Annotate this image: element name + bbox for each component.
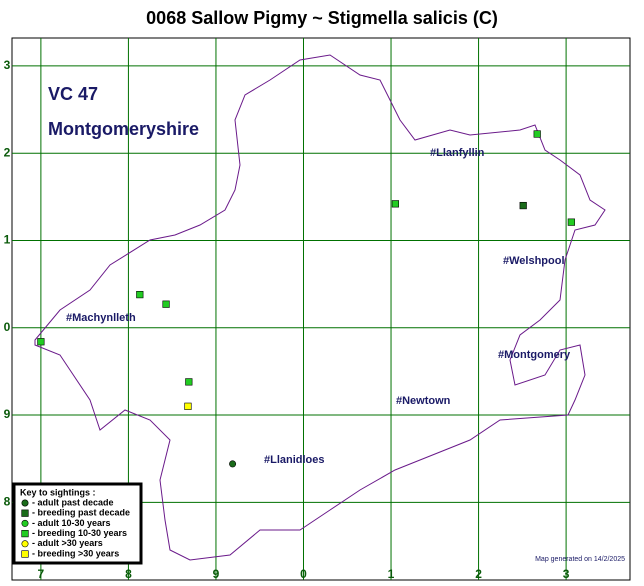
y-tick-label: 2 — [4, 145, 11, 159]
x-tick-label: 3 — [563, 567, 570, 581]
sighting-square — [533, 130, 541, 138]
key-label: - adult past decade — [32, 497, 114, 507]
key-symbol — [21, 509, 29, 517]
y-tick-label: 9 — [4, 407, 11, 421]
x-tick-label: 7 — [38, 567, 45, 581]
x-tick-label: 2 — [475, 567, 482, 581]
x-tick-label: 8 — [125, 567, 132, 581]
key-label: - breeding past decade — [32, 508, 130, 518]
key-symbol — [21, 519, 29, 527]
town-label: #Welshpool — [503, 255, 565, 267]
y-tick-label: 3 — [4, 58, 11, 72]
key-title: Key to sightings : — [20, 487, 96, 497]
key-label: - breeding 10-30 years — [32, 528, 127, 538]
sighting-square — [136, 290, 144, 299]
key-label: - adult 10-30 years — [32, 518, 111, 528]
y-tick-label: 0 — [4, 320, 11, 334]
x-tick-label: 9 — [213, 567, 220, 581]
town-label: #Machynlleth — [66, 312, 136, 324]
region-name: Montgomeryshire — [48, 119, 199, 139]
sighting-square — [37, 338, 45, 346]
footer: Map generated on 14/2/2025 — [535, 556, 625, 563]
sighting-square — [184, 402, 192, 410]
town-label: #Llanfyllin — [430, 147, 485, 159]
key-label: - breeding >30 years — [32, 548, 119, 558]
x-tick-label: 1 — [388, 567, 395, 581]
town-label: #Llanidloes — [264, 454, 325, 466]
county-boundary — [34, 54, 606, 561]
x-tick-label: 0 — [300, 567, 307, 581]
sighting-square — [391, 200, 400, 208]
sighting-circle — [229, 460, 237, 468]
key-symbol — [21, 529, 29, 538]
sighting-square — [162, 300, 170, 308]
region-code: VC 47 — [48, 84, 98, 104]
town-label: #Newtown — [396, 395, 451, 407]
sighting-square — [519, 201, 527, 210]
y-tick-label: 1 — [4, 233, 11, 247]
key-box — [12, 482, 143, 565]
sighting-square — [567, 218, 575, 226]
key-label: - adult >30 years — [32, 538, 103, 548]
key-symbol — [21, 499, 29, 507]
y-tick-label: 8 — [4, 494, 11, 508]
map-title: 0068 Sallow Pigmy ~ Stigmella salicis (C… — [146, 8, 498, 28]
sighting-square — [185, 378, 193, 386]
key-symbol — [21, 540, 29, 548]
key-symbol — [21, 550, 29, 558]
town-label: #Montgomery — [498, 349, 571, 361]
